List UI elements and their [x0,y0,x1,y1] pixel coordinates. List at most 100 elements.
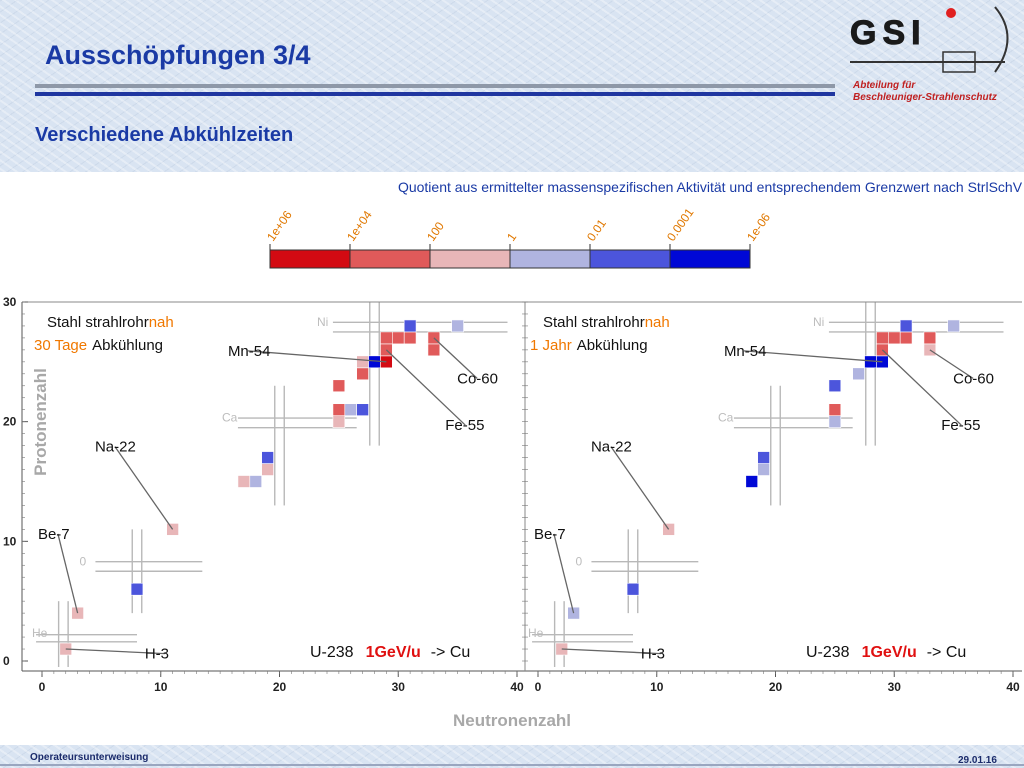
page-title: Ausschöpfungen 3/4 [45,40,311,70]
legend-swatch [349,249,431,269]
x-tick-label: 40 [510,680,524,694]
legend-swatch [429,249,511,269]
nuclide-cell [237,475,251,488]
isotope-leader-line [114,446,174,530]
isotope-label: Be-7 [38,526,70,543]
isotope-leader-line [385,349,466,426]
logo-dot [946,8,956,18]
element-label: Ni [813,315,824,329]
isotope-label: Co-60 [457,370,498,387]
department-line-1: Abteilung für [853,80,916,91]
panel-title-highlight: nah [149,314,174,331]
legend-tick-label: 1e+04 [344,208,375,244]
reaction-target: -> Cu [927,644,967,661]
isotope-label: Mn-54 [724,343,767,360]
reaction-projectile: U-238 [806,644,850,661]
x-tick-label: 10 [154,680,168,694]
nuclide-cell [923,343,937,357]
nuclide-cell [899,331,913,345]
reaction-projectile: U-238 [310,644,354,661]
nuclide-chart: Quotient aus ermittelter massenspezifisc… [3,179,1023,730]
color-scale-legend: 1e+06 1e+04 100 1 0.01 0.0001 1e-06 [264,205,773,269]
nuclide-cell [332,403,346,416]
legend-caption: Quotient aus ermittelter massenspezifisc… [398,179,1023,195]
isotope-leader-line [743,350,883,363]
element-label: He [32,626,48,640]
nuclide-cell [261,451,274,464]
nuclide-cell [403,319,417,333]
legend-tick-label: 0.0001 [664,205,697,243]
x-axis-label: Neutronenzahl [453,711,571,730]
x-tick-label: 0 [535,680,542,694]
y-tick-label: 0 [3,654,10,668]
isotope-label: Na-22 [591,439,632,456]
nuclide-cell [888,331,901,345]
panel-title-text: Abkühlung [92,337,163,354]
reaction-energy: 1GeV/u [366,644,421,661]
nuclide-cell [261,463,274,476]
x-tick-label: 0 [39,680,46,694]
nuclide-cell [876,331,889,345]
title-rule-blue [35,92,835,96]
nuclide-cell [356,355,369,369]
nuclide-cell [356,367,369,381]
content-area: Quotient aus ermittelter massenspezifisc… [0,172,1024,745]
x-tick-label: 30 [392,680,406,694]
nuclide-cell [947,319,960,333]
nuclide-cell [392,331,405,345]
nuclide-cell [852,367,865,381]
nuclide-cell [332,415,346,428]
nuclide-cell [249,475,262,488]
panel-title-line-2: 30 Tage Abkühlung [34,337,163,354]
nuclide-cell [344,403,357,416]
footer-date: 29.01.16 [958,755,997,766]
nuclide-cell [757,451,770,464]
legend-swatch [589,249,671,269]
isotope-leader-line [65,648,165,655]
isotope-label: Be-7 [534,526,566,543]
page-subtitle: Verschiedene Abkühlzeiten [35,124,294,146]
legend-swatch [509,249,591,269]
y-tick-label: 10 [3,534,17,548]
x-tick-label: 40 [1006,680,1020,694]
legend-tick-label: 1e-06 [744,210,773,243]
logo-text: GSI [850,14,927,52]
isotope-label: Co-60 [953,370,994,387]
isotope-label: H-3 [641,646,665,663]
isotope-leader-line [57,533,79,614]
isotope-label: Fe-55 [941,417,980,434]
logo-box [942,51,976,73]
x-tick-label: 20 [769,680,783,694]
chart-axes: 0 10 20 30 0 10 20 30 40 0 10 20 30 40 [3,295,1022,694]
nuclide-cell [356,403,369,416]
isotope-leader-line [881,349,962,426]
nuclide-cell [757,463,770,476]
nuclide-cell [899,319,913,333]
reaction-label: U-238 1GeV/u -> Cu [310,644,470,661]
legend-tick-label: 0.01 [584,216,609,243]
nuclide-cell [130,582,144,596]
y-axis-label: Protonenzahl [31,368,50,476]
footer-course: Operateursunterweisung [30,752,149,763]
element-label: Ca [718,411,734,425]
panel-title-line-1: Stahl strahlrohrnah [47,314,174,331]
legend-swatch [669,249,751,269]
y-tick-label: 20 [3,415,17,429]
legend-tick-label: 1e+06 [264,208,295,244]
nuclide-cell [923,331,937,345]
isotope-leader-line [610,446,670,530]
isotope-label: Na-22 [95,439,136,456]
reaction-label: U-238 1GeV/u -> Cu [806,644,966,661]
panel-title-highlight: nah [645,314,670,331]
y-tick-label: 30 [3,295,17,309]
legend-tick-label: 1 [504,230,519,244]
isotope-label: Fe-55 [445,417,484,434]
element-label: Ni [317,315,328,329]
nuclide-cell [451,319,464,333]
nuclide-cell [828,379,842,393]
panel-title-line-2: 1 Jahr Abkühlung [530,337,648,354]
isotope-leader-line [433,337,478,379]
element-label: 0 [576,554,583,568]
x-tick-label: 30 [888,680,902,694]
element-label: He [528,626,544,640]
